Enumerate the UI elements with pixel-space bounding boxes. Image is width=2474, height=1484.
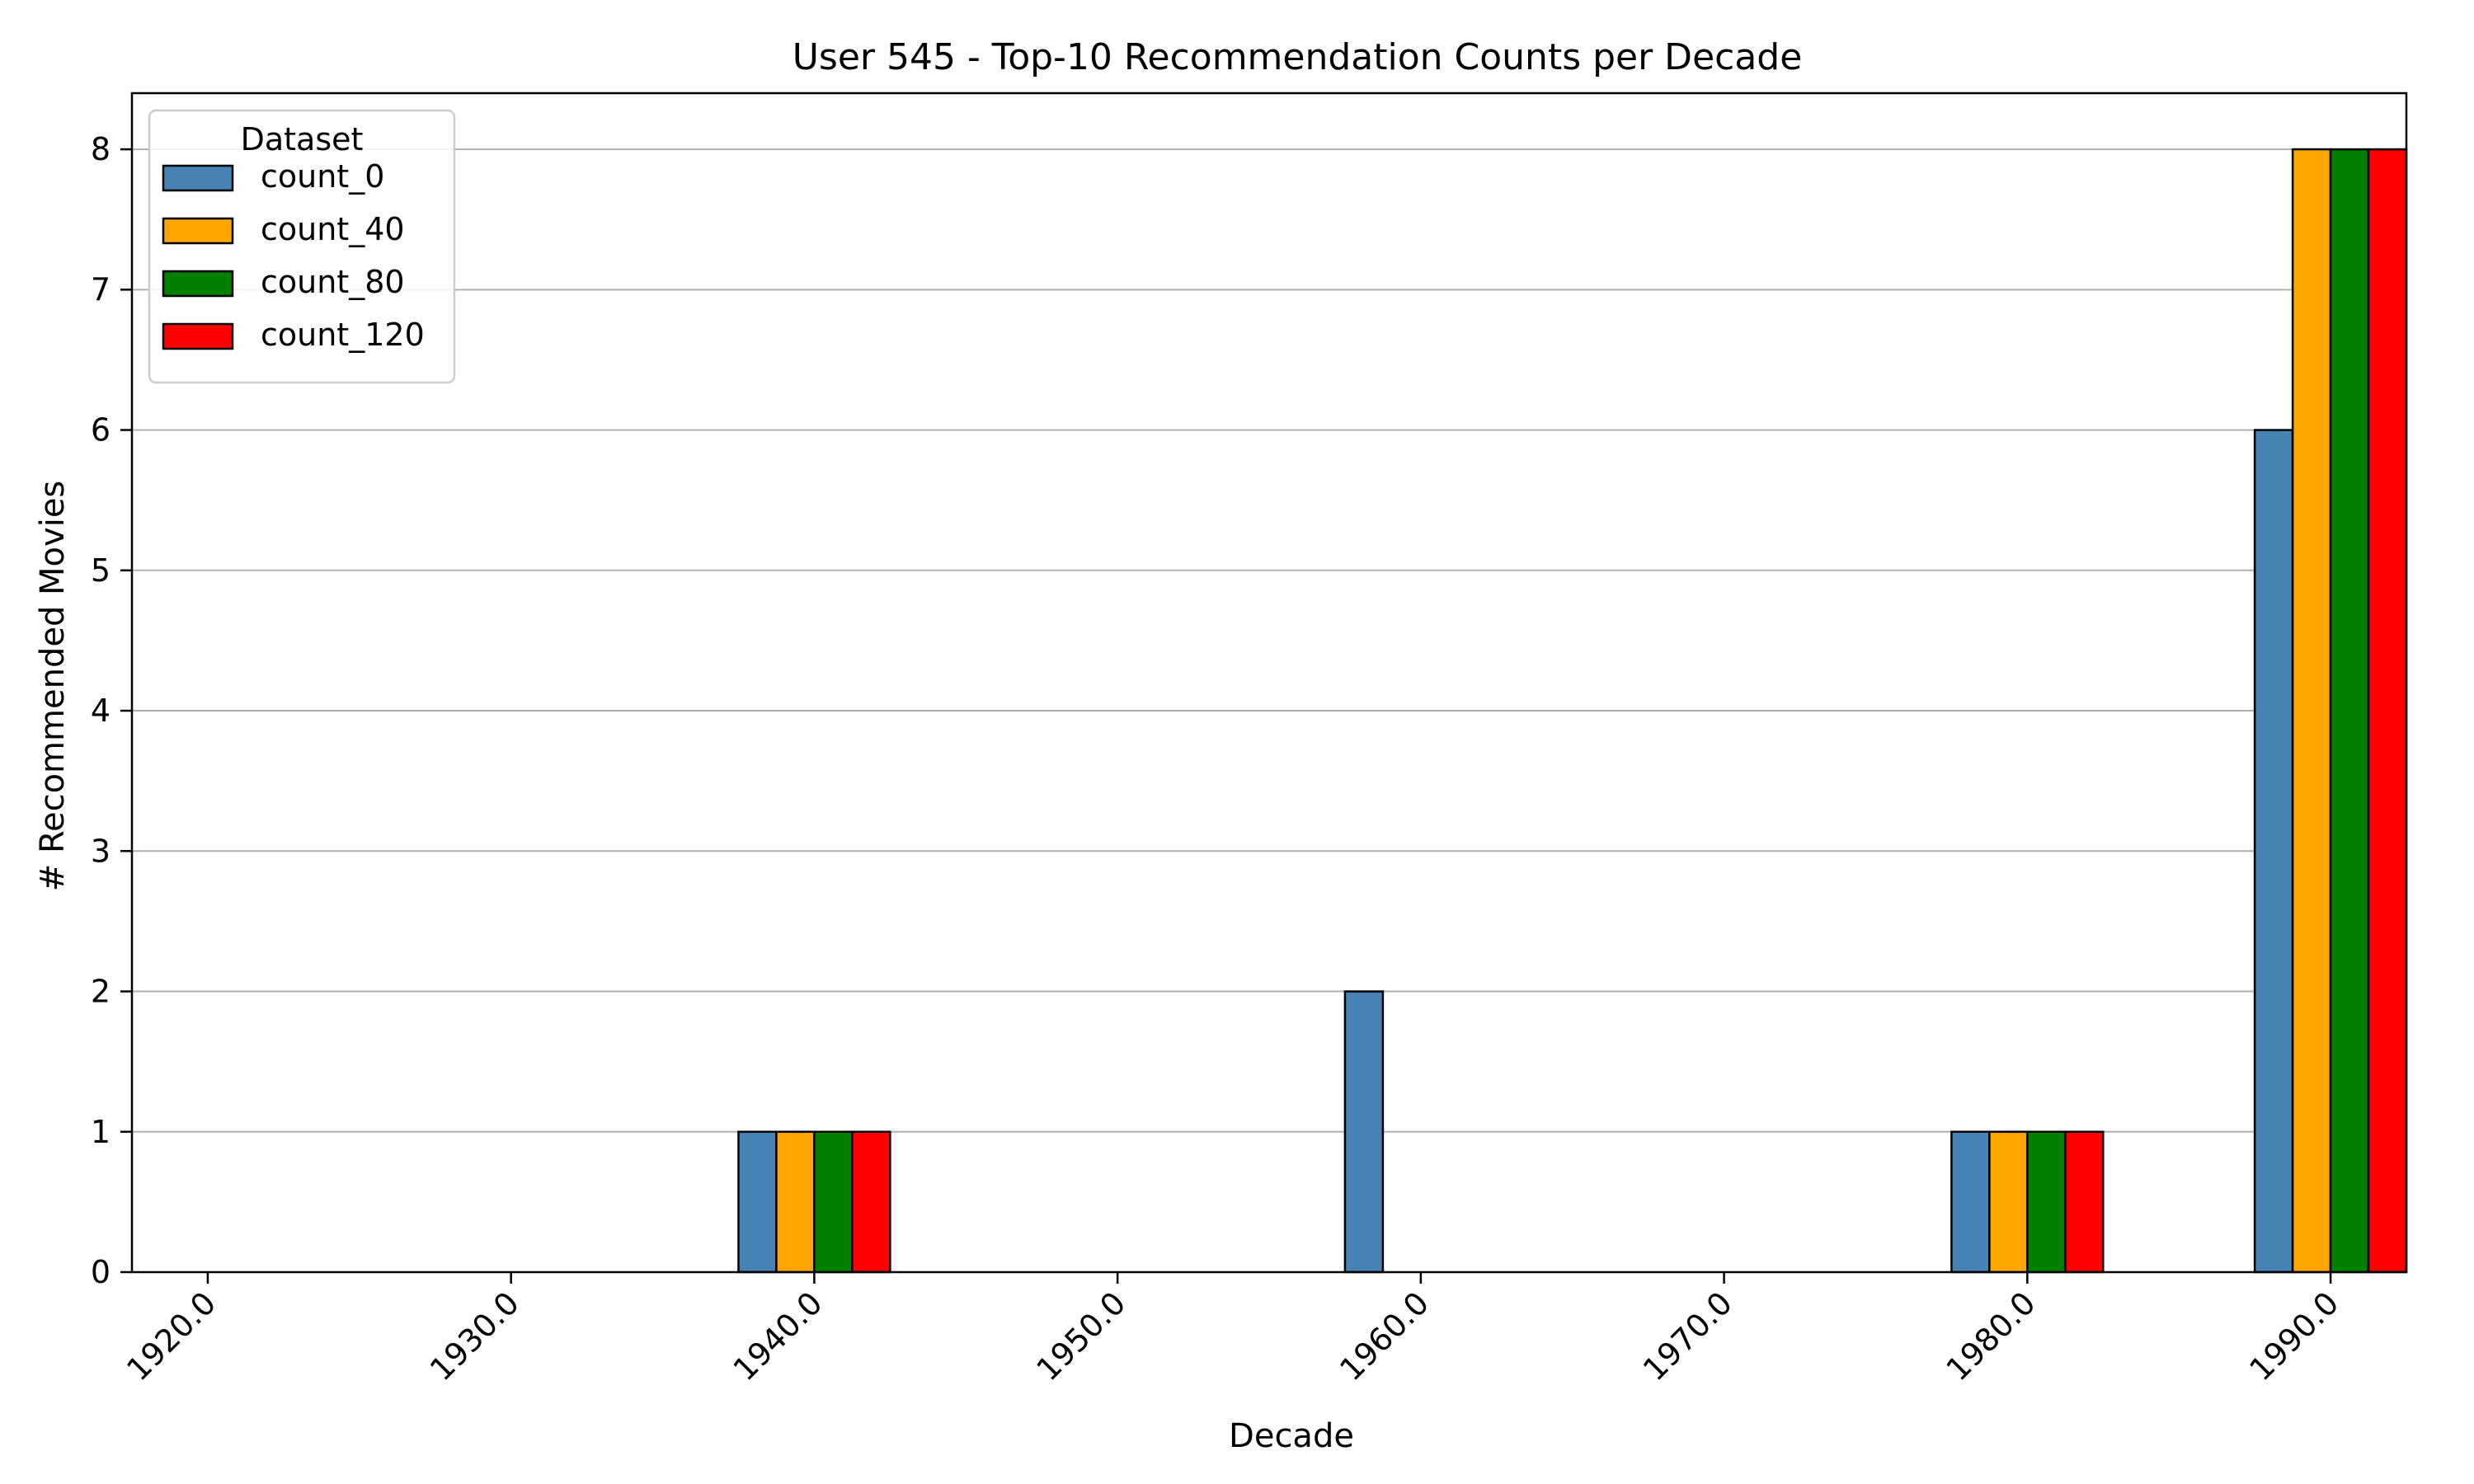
legend-swatch-count_80 <box>162 270 234 298</box>
bar-count_80-1990.0 <box>2329 148 2370 1274</box>
plot-frame <box>130 92 2408 1274</box>
y-axis-ticks: 0 1 2 3 4 5 6 7 8 <box>91 131 132 1290</box>
y-tick-label: 2 <box>91 974 111 1010</box>
bars <box>737 148 2408 1274</box>
y-tick-label: 7 <box>91 271 111 308</box>
chart-title: User 545 - Top-10 Recommendation Counts … <box>793 36 1803 78</box>
y-tick-label: 1 <box>91 1114 111 1150</box>
legend-label-count_80: count_80 <box>261 264 405 300</box>
legend-swatch-count_40 <box>162 217 234 245</box>
bar-count_0-1980.0 <box>1950 1130 1991 1274</box>
y-tick-label: 5 <box>91 552 111 589</box>
y-tick-label: 4 <box>91 693 111 729</box>
x-tick-label: 1980.0 <box>1940 1284 2043 1388</box>
legend-title: Dataset <box>241 121 364 157</box>
bar-count_0-1960.0 <box>1343 990 1385 1274</box>
x-tick-label: 1940.0 <box>727 1284 830 1388</box>
bar-count_0-1940.0 <box>737 1130 778 1274</box>
x-tick-label: 1970.0 <box>1636 1284 1739 1388</box>
y-tick-label: 8 <box>91 131 111 167</box>
bar-count_0-1990.0 <box>2253 429 2294 1274</box>
bar-count_40-1940.0 <box>775 1130 816 1274</box>
x-tick-label: 1990.0 <box>2242 1284 2345 1388</box>
gridlines <box>132 148 2406 1273</box>
y-tick-label: 6 <box>91 412 111 448</box>
x-axis-ticks: 1920.0 1930.0 1940.0 1950.0 1960.0 1970.0 1980… <box>120 1272 2345 1388</box>
y-axis-label: # Recommended Movies <box>34 481 72 892</box>
bar-count_40-1980.0 <box>1988 1130 2029 1274</box>
bar-count_40-1990.0 <box>2291 148 2332 1274</box>
bar-count_120-1940.0 <box>851 1130 891 1274</box>
legend-swatch-count_0 <box>162 164 234 192</box>
bar-count_80-1980.0 <box>2026 1130 2067 1274</box>
legend-swatch-count_120 <box>162 322 234 350</box>
legend-items: count_0 count_40 count_80 count_120 <box>162 158 425 353</box>
y-tick-label: 3 <box>91 833 111 869</box>
y-tick-label: 0 <box>91 1254 111 1290</box>
x-tick-label: 1930.0 <box>423 1284 526 1388</box>
bar-count_120-1980.0 <box>2064 1130 2105 1274</box>
x-tick-label: 1960.0 <box>1333 1284 1436 1388</box>
legend-label-count_120: count_120 <box>261 317 425 353</box>
x-axis-label: Decade <box>1229 1417 1354 1455</box>
legend-label-count_40: count_40 <box>261 211 405 247</box>
bar-count_80-1940.0 <box>813 1130 854 1274</box>
x-tick-label: 1950.0 <box>1029 1284 1132 1388</box>
legend-label-count_0: count_0 <box>261 158 384 195</box>
bar-count_120-1990.0 <box>2367 148 2408 1274</box>
x-tick-label: 1920.0 <box>120 1284 223 1388</box>
legend: Dataset count_0 count_40 count_80 count_120 <box>148 109 456 384</box>
